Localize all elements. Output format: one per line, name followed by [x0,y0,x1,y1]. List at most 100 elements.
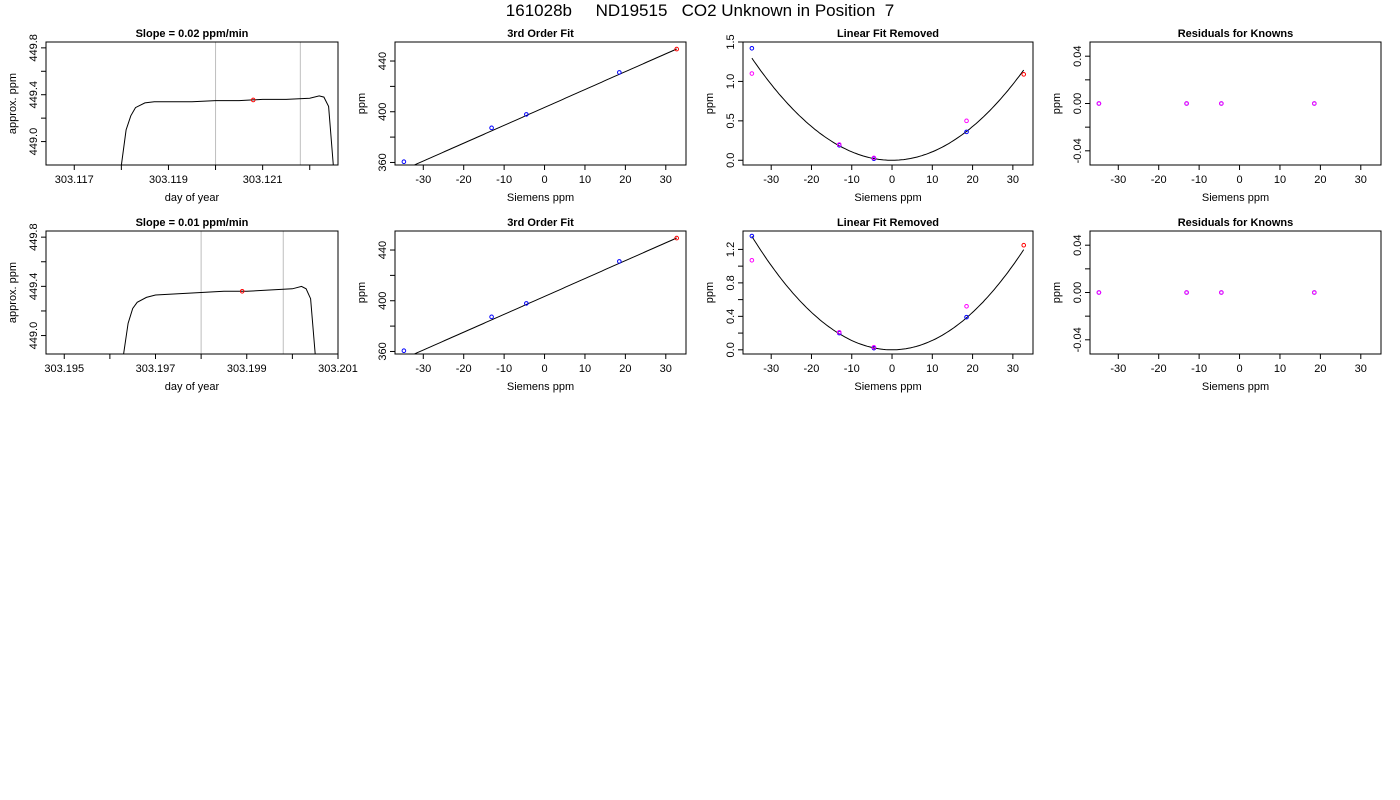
known-point [964,314,969,320]
known-point [489,314,494,320]
x-tick-label: 30 [1007,174,1019,186]
y-tick-label: 360 [377,342,389,360]
x-tick-label: 303.121 [243,174,283,186]
y-tick-label: 400 [377,292,389,310]
fit_point-point [1312,101,1317,106]
x-tick-label: 0 [1236,174,1242,186]
panel-title: 3rd Order Fit [507,217,574,229]
x-tick-label: -10 [844,363,860,375]
y-tick-label: 449.8 [28,34,40,62]
x-tick-label: 0 [541,363,547,375]
trace-line [123,285,316,354]
known-point [617,259,622,264]
panel-r1p0: Slope = 0.01 ppm/min 303.195 303.197 303.19… [7,217,358,393]
y-tick-label: 449.4 [28,81,40,109]
fit-curve [751,236,1025,351]
y-tick-label: 400 [377,103,389,121]
x-tick-label: 0 [541,174,547,186]
x-tick-label: 303.195 [44,363,84,375]
panel-title: Slope = 0.01 ppm/min [136,217,249,229]
x-tick-label: 10 [926,174,938,186]
y-tick-label: 1.0 [725,74,737,89]
panel-r0p1: 3rd Order Fit -30 -20 -10 0 10 20 30 360 400 440 Si… [356,28,687,204]
known-point [749,46,755,51]
y-tick-label: 1.2 [725,242,737,257]
y-tick-label: 0.0 [725,342,737,357]
fit_point-point [964,118,969,124]
fit_point-point [1096,290,1102,295]
x-tick-label: 20 [1314,363,1326,375]
fit_point-point [1096,101,1102,106]
x-tick-label: -30 [1110,174,1126,186]
x-axis-label: Siemens ppm [507,192,574,204]
x-tick-label: 0 [889,174,895,186]
x-axis-label: day of year [165,192,220,204]
x-tick-label: 20 [1314,174,1326,186]
y-tick-label: 0.4 [725,309,737,324]
panel-r1p2: Linear Fit Removed -30 -20 -10 0 10 20 30 0.0 0.4… [704,217,1034,393]
fit_point-point [1219,101,1224,106]
y-tick-label: 449.0 [28,128,40,156]
y-tick-label: 449.4 [28,273,40,301]
x-tick-label: 0 [1236,363,1242,375]
y-tick-label: 440 [377,241,389,259]
y-tick-label: 0.04 [1072,45,1084,66]
panel-title: Slope = 0.02 ppm/min [136,28,249,40]
fit_point-point [1312,290,1317,295]
x-tick-label: 20 [619,363,631,375]
x-tick-label: -20 [456,363,472,375]
x-tick-label: 10 [1274,363,1286,375]
x-tick-label: 30 [660,174,672,186]
plot-frame [394,230,687,355]
y-tick-label: 0.5 [725,113,737,128]
known-point [749,233,755,239]
x-tick-label: 303.199 [227,363,267,375]
x-tick-label: -10 [1191,174,1207,186]
figure-title: 161028b ND19515 CO2 Unknown in Position … [505,1,895,20]
y-axis-label: ppm [356,282,368,303]
unknown-point [250,97,256,103]
x-tick-label: 30 [1007,363,1019,375]
x-tick-label: 20 [966,363,978,375]
x-tick-label: 303.119 [149,174,188,186]
x-tick-label: -10 [496,174,512,186]
y-tick-label: 0.00 [1072,93,1084,114]
panel-r0p2: Linear Fit Removed -30 -20 -10 0 10 20 30 0.0 0.5… [704,28,1034,204]
y-axis-label: ppm [1051,282,1063,303]
panel-r0p0: Slope = 0.02 ppm/min 303.117 303.119 303.12… [7,28,339,204]
fit_point-point [749,71,755,76]
x-tick-label: 20 [966,174,978,186]
y-tick-label: -0.04 [1072,327,1084,352]
x-tick-label: 303.197 [136,363,176,375]
fit_point-point [1184,101,1189,106]
trace-line [120,95,334,165]
y-axis-label: approx. ppm [7,262,19,323]
x-tick-label: -30 [763,363,779,375]
y-axis-label: ppm [704,93,716,114]
fit_point-point [871,155,877,161]
panel-title: Residuals for Knowns [1178,28,1294,40]
known-point [524,301,529,306]
x-tick-label: -20 [804,174,820,186]
panel-r1p1: 3rd Order Fit -30 -20 -10 0 10 20 30 360 400 440 Si… [356,217,687,393]
x-tick-label: 10 [926,363,938,375]
plot-frame [742,230,1034,355]
unknown-point [674,46,680,52]
known-point [401,348,407,354]
y-axis-label: ppm [356,93,368,114]
fit_point-point [836,142,842,147]
x-tick-label: 20 [619,174,631,186]
y-axis-label: ppm [1051,93,1063,114]
panel-title: Linear Fit Removed [837,28,939,40]
x-tick-label: 10 [579,363,591,375]
plot-frame [45,41,339,166]
known-point [964,129,969,135]
y-tick-label: 0.00 [1072,282,1084,303]
known-point [617,70,622,75]
fit_point-point [836,329,842,335]
plot-frame [1089,41,1382,166]
known-point [524,112,529,117]
x-tick-label: -20 [804,363,820,375]
x-axis-label: Siemens ppm [854,381,921,393]
